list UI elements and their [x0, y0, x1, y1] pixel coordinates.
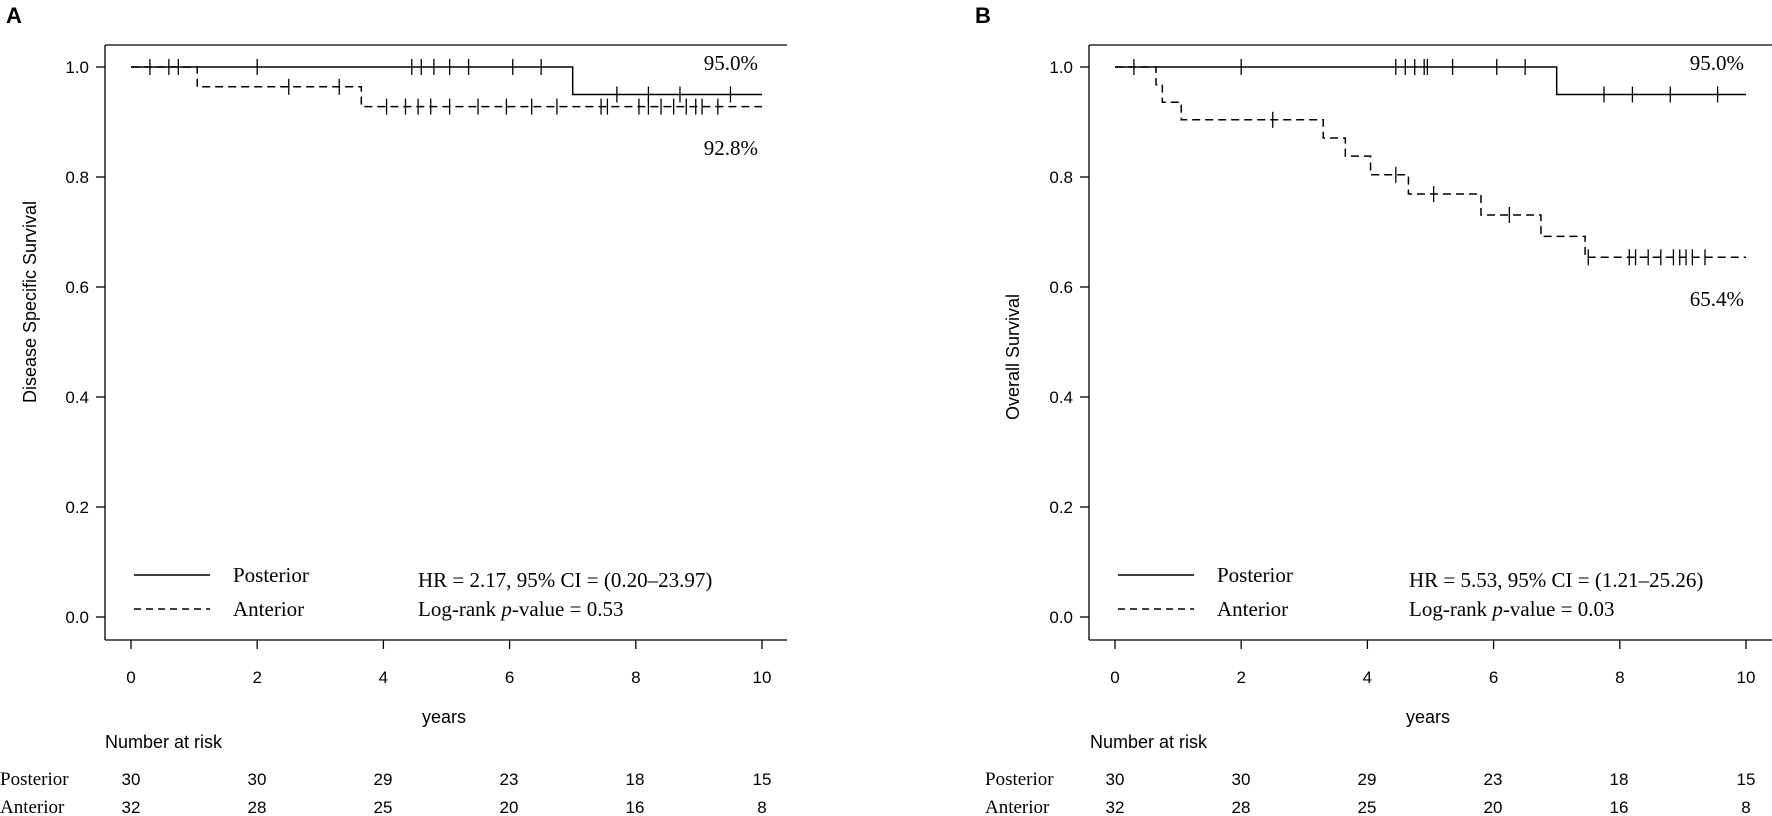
panel-b-curve-anterior	[1115, 66, 1746, 259]
panel-a-y-tick-label: 0.6	[65, 278, 89, 297]
panel-a-end-label-anterior: 92.8%	[704, 136, 758, 160]
panel-a-x-tick-label: 2	[252, 668, 261, 687]
panel-b-legend-posterior: Posterior	[1217, 563, 1293, 587]
panel-b-y-tick-label: 0.2	[1049, 498, 1073, 517]
panel-a-risk-anterior-value: 28	[248, 798, 267, 816]
panel-a-risk-posterior-value: 15	[753, 770, 772, 789]
panel-b-end-label-posterior: 95.0%	[1690, 51, 1744, 75]
panel-b-legend-anterior: Anterior	[1217, 597, 1288, 621]
panel-a-y-tick-label: 1.0	[65, 58, 89, 77]
panel-a-legend-posterior: Posterior	[233, 563, 309, 587]
panel-b: B Overall Survival years Number at risk …	[975, 3, 1744, 816]
panel-b-risk-anterior-value: 8	[1741, 798, 1750, 816]
panel-a-x-tick-label: 0	[126, 668, 135, 687]
panel-a-risk-row-label-anterior: Anterior	[0, 797, 65, 816]
panel-a-risk-title: Number at risk	[105, 732, 223, 752]
panel-a-risk-posterior-value: 30	[248, 770, 267, 789]
panel-b-x-tick-label: 0	[1110, 668, 1119, 687]
panel-b-plot: 0.0 0.2 0.4 0.6 0.8 1.0 0 2 4 6 8 10 30 30 29 23 18 15 32 2…	[1049, 44, 1772, 816]
panel-b-risk-posterior-value: 30	[1232, 770, 1251, 789]
panel-a-x-tick-label: 6	[505, 668, 514, 687]
panel-a-x-tick-label: 8	[631, 668, 640, 687]
panel-b-y-tick-label: 0.0	[1049, 608, 1073, 627]
panel-b-curve-posterior	[1115, 66, 1746, 96]
panel-b-risk-title: Number at risk	[1090, 732, 1208, 752]
panel-a-pvalue-text: Log-rank p-value = 0.53	[418, 597, 623, 621]
panel-a-curve-anterior	[131, 66, 762, 108]
panel-b-risk-posterior-value: 29	[1358, 770, 1377, 789]
panel-b-y-tick-label: 0.6	[1049, 278, 1073, 297]
panel-b-y-tick-label: 1.0	[1049, 58, 1073, 77]
panel-b-letter: B	[975, 3, 991, 28]
panel-b-risk-posterior-value: 30	[1106, 770, 1125, 789]
panel-b-pvalue-text: Log-rank p-value = 0.03	[1409, 597, 1614, 621]
panel-b-ylabel: Overall Survival	[1003, 294, 1023, 420]
panel-b-end-label-anterior: 65.4%	[1690, 287, 1744, 311]
panel-b-y-tick-label: 0.4	[1049, 388, 1073, 407]
panel-b-risk-anterior-value: 16	[1610, 798, 1629, 816]
panel-a-y-tick-label: 0.0	[65, 608, 89, 627]
panel-b-risk-posterior-value: 18	[1610, 770, 1629, 789]
panel-a-risk-anterior-value: 16	[626, 798, 645, 816]
panel-a-y-tick-label: 0.8	[65, 168, 89, 187]
panel-a-y-tick-label: 0.2	[65, 498, 89, 517]
panel-b-risk-anterior-value: 28	[1232, 798, 1251, 816]
panel-b-risk-posterior-value: 15	[1737, 770, 1756, 789]
panel-b-x-tick-label: 6	[1489, 668, 1498, 687]
panel-b-risk-anterior-value: 25	[1358, 798, 1377, 816]
panel-b-risk-anterior-value: 20	[1484, 798, 1503, 816]
panel-b-xlabel: years	[1406, 707, 1450, 727]
panel-b-x-tick-label: 2	[1236, 668, 1245, 687]
panel-a-legend-anterior: Anterior	[233, 597, 304, 621]
panel-a-ylabel: Disease Specific Survival	[20, 201, 40, 403]
panel-a-risk-anterior-value: 20	[500, 798, 519, 816]
panel-a-risk-posterior-value: 18	[626, 770, 645, 789]
panel-a-hr-text: HR = 2.17, 95% CI = (0.20–23.97)	[418, 568, 712, 592]
panel-a-risk-anterior-value: 25	[374, 798, 393, 816]
panel-a-risk-posterior-value: 29	[374, 770, 393, 789]
panel-a-x-tick-label: 10	[753, 668, 772, 687]
panel-a-curve-posterior	[131, 66, 762, 96]
panel-a-risk-posterior-value: 23	[500, 770, 519, 789]
panel-b-hr-text: HR = 5.53, 95% CI = (1.21–25.26)	[1409, 568, 1703, 592]
panel-b-x-tick-label: 4	[1363, 668, 1372, 687]
panel-a-y-tick-label: 0.4	[65, 388, 89, 407]
panel-a-x-tick-label: 4	[379, 668, 388, 687]
panel-a-letter: A	[6, 3, 22, 28]
panel-b-risk-row-label-anterior: Anterior	[985, 797, 1050, 816]
panel-b-risk-posterior-value: 23	[1484, 770, 1503, 789]
panel-b-risk-anterior-value: 32	[1106, 798, 1125, 816]
panel-a-risk-anterior-value: 32	[122, 798, 141, 816]
panel-b-x-tick-label: 10	[1737, 668, 1756, 687]
panel-b-x-tick-label: 8	[1615, 668, 1624, 687]
panel-a: A Disease Specific Survival years Number…	[0, 3, 758, 816]
panel-b-y-tick-label: 0.8	[1049, 168, 1073, 187]
panel-a-end-label-posterior: 95.0%	[704, 51, 758, 75]
panel-a-risk-anterior-value: 8	[757, 798, 766, 816]
panel-a-risk-row-label-posterior: Posterior	[0, 769, 69, 790]
panel-a-plot: 0.0 0.2 0.4 0.6 0.8 1.0 0 2 4 6 8 10 30 30 29 23 18 15 32 2…	[65, 44, 787, 816]
panel-a-risk-posterior-value: 30	[122, 770, 141, 789]
panel-b-risk-row-label-posterior: Posterior	[985, 769, 1054, 790]
panel-a-xlabel: years	[422, 707, 466, 727]
